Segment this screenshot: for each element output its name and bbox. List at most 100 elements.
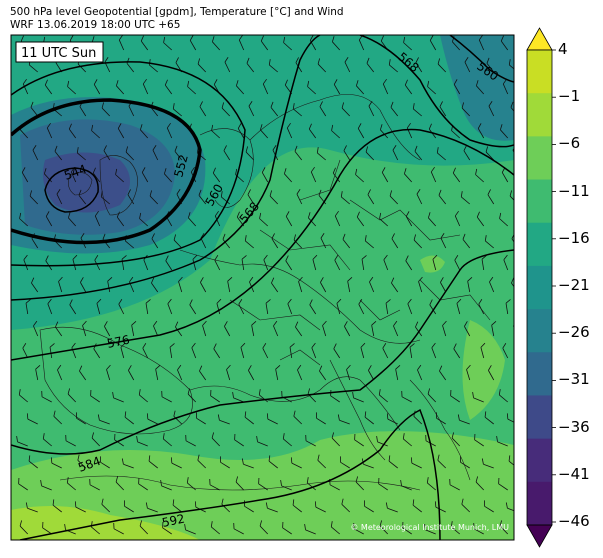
wind-barb: [432, 254, 438, 271]
wind-barb: [54, 145, 63, 161]
wind-barb: [74, 501, 86, 513]
wind-barb: [292, 103, 302, 117]
wind-barb: [248, 365, 255, 381]
wind-barb: [361, 255, 367, 271]
wind-barb: [311, 342, 317, 359]
wind-barb: [306, 477, 316, 491]
wind-barb: [337, 414, 350, 425]
wind-barb: [332, 167, 341, 183]
wind-barb: [67, 388, 77, 403]
wind-barb: [481, 458, 494, 469]
wind-barb: [361, 458, 374, 469]
wind-barb: [316, 412, 326, 425]
wind-barb: [76, 147, 86, 161]
wind-barb: [342, 233, 351, 249]
wind-barb: [217, 414, 230, 425]
wind-barb: [124, 411, 134, 425]
wind-barb: [241, 458, 254, 469]
wind-barb: [390, 101, 399, 117]
wind-barb: [451, 432, 461, 447]
wind-barb: [379, 520, 389, 535]
wind-barb: [259, 212, 268, 227]
wind-barb: [90, 389, 100, 403]
wind-barb: [41, 390, 52, 403]
wind-barb: [78, 189, 87, 205]
wind-barb: [506, 413, 514, 425]
wind-barb: [238, 299, 245, 315]
wind-barb: [498, 389, 508, 403]
wind-barb: [426, 477, 436, 491]
wind-barb: [53, 410, 63, 425]
wind-barb: [484, 411, 494, 425]
wind-barb: [200, 233, 207, 249]
wind-barb: [415, 57, 423, 73]
wind-barb: [116, 211, 125, 227]
wind-barb: [368, 365, 375, 381]
wind-barb: [213, 343, 221, 359]
contour-label: 576: [106, 332, 131, 350]
wind-barb: [106, 364, 111, 381]
wind-barb: [464, 321, 471, 337]
colorbar-tick-label: −36: [558, 417, 590, 436]
wind-barb: [502, 343, 509, 359]
wind-barb: [220, 191, 230, 205]
wind-barb: [391, 233, 399, 249]
wind-barb: [76, 412, 86, 425]
wind-barb: [80, 277, 87, 293]
wind-barb: [310, 166, 317, 183]
wind-barb: [285, 255, 293, 271]
wind-barb: [487, 189, 495, 205]
wind-barb: [400, 480, 412, 491]
wind-barb: [19, 520, 29, 535]
wind-barb: [481, 255, 487, 271]
wind-barb: [320, 277, 327, 293]
wind-barb: [392, 145, 399, 161]
wind-barb: [319, 101, 327, 117]
wind-barb: [170, 457, 182, 469]
wind-barb: [429, 299, 437, 315]
wind-barb: [265, 502, 278, 513]
wind-barb: [450, 389, 460, 403]
wind-barb: [139, 212, 148, 227]
wind-barb: [449, 478, 460, 491]
wind-barb: [31, 277, 39, 293]
wind-barb: [480, 342, 486, 359]
wind-barb: [467, 277, 473, 293]
wind-barb: [112, 392, 124, 403]
colorbar-segment: [527, 438, 552, 483]
wind-barb: [247, 189, 255, 205]
wind-barb: [186, 477, 196, 491]
wind-barb: [376, 436, 388, 447]
wind-barb: [304, 524, 316, 535]
wind-barb: [475, 168, 484, 183]
wind-barb: [417, 364, 423, 381]
wind-barb: [251, 321, 257, 337]
wind-barb: [385, 502, 398, 513]
wind-barb: [210, 389, 220, 403]
wind-barb: [488, 101, 495, 117]
wind-barb: [293, 410, 303, 425]
wind-barb: [294, 145, 303, 161]
wind-barb: [200, 277, 207, 293]
wind-barb: [211, 36, 221, 51]
wind-barb: [505, 502, 514, 513]
wind-barb: [224, 321, 231, 337]
wind-barb: [356, 211, 365, 227]
wind-barb: [220, 456, 230, 469]
wind-barb: [331, 124, 340, 139]
wind-barb: [347, 277, 353, 293]
colorbar: [526, 27, 556, 548]
wind-barb: [141, 167, 149, 183]
wind-barb: [211, 432, 221, 447]
wind-barb: [439, 101, 447, 117]
map-frame: [10, 34, 515, 541]
wind-barb: [210, 521, 220, 535]
wind-barb: [355, 168, 364, 183]
wind-barb: [52, 499, 62, 513]
wind-barb: [382, 343, 389, 359]
wind-barb: [355, 476, 365, 491]
wind-barb: [460, 456, 470, 469]
colorbar-segment: [527, 265, 552, 310]
wind-barb: [488, 365, 495, 381]
